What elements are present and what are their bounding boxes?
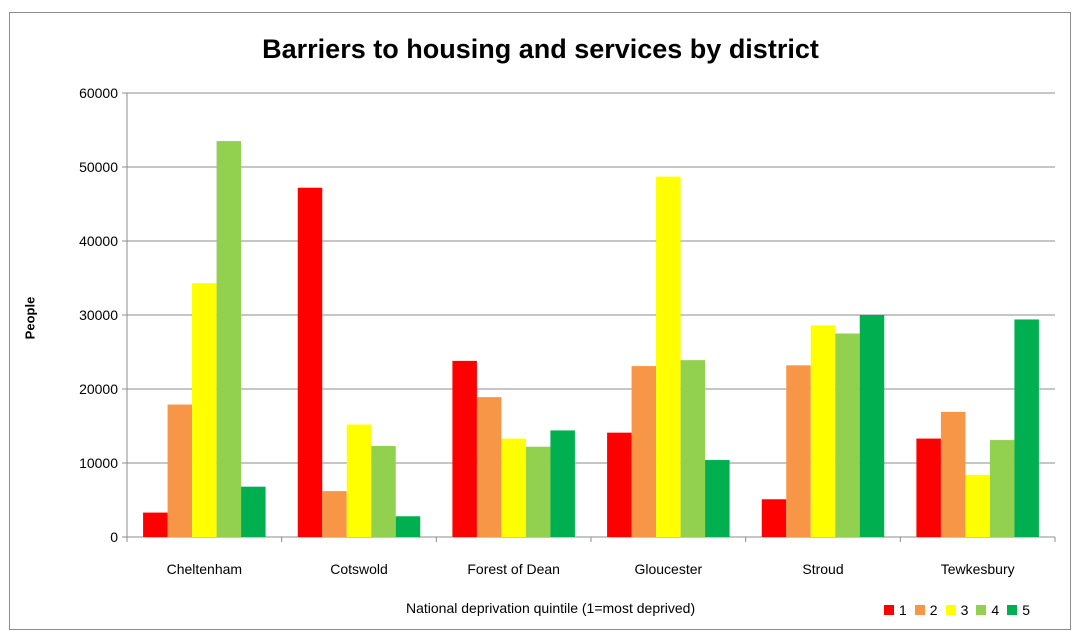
legend-label: 4: [991, 602, 1000, 618]
chart-title: Barriers to housing and services by dist…: [262, 34, 819, 64]
y-tick-label: 0: [110, 529, 118, 545]
bar: [786, 365, 811, 537]
x-tick-label: Stroud: [802, 561, 843, 577]
bar: [680, 360, 706, 537]
y-tick-label: 30000: [79, 307, 118, 323]
bar: [656, 176, 681, 537]
bar: [525, 446, 551, 537]
y-tick-label: 60000: [79, 85, 118, 101]
bar: [476, 397, 502, 537]
bar: [346, 424, 372, 537]
bar: [859, 315, 885, 537]
legend-swatch: [914, 605, 925, 615]
legend-swatch: [1007, 605, 1018, 615]
x-tick-label: Gloucester: [634, 561, 702, 577]
bar: [989, 440, 1015, 537]
legend-item: 1: [884, 602, 907, 618]
bar: [705, 460, 730, 537]
y-tick-label: 20000: [79, 381, 118, 397]
bar: [322, 491, 347, 537]
bar: [810, 325, 836, 537]
bar: [761, 499, 787, 537]
bar: [550, 430, 575, 537]
bar: [192, 283, 217, 537]
bar: [1014, 319, 1039, 537]
legend: 1 2 3 4 5: [884, 602, 1030, 618]
legend-label: 1: [899, 602, 907, 618]
bar: [940, 411, 966, 537]
y-tick-label: 40000: [79, 233, 118, 249]
x-axis-label: National deprivation quintile (1=most de…: [406, 600, 696, 616]
legend-item: 5: [1007, 602, 1030, 618]
bar: [297, 187, 323, 537]
bar: [143, 512, 168, 537]
y-tick-label: 10000: [79, 455, 118, 471]
bar: [395, 516, 421, 537]
bar: [916, 438, 941, 537]
bar: [965, 474, 990, 537]
bar: [241, 486, 266, 537]
bar: [216, 141, 242, 537]
legend-swatch: [884, 605, 894, 615]
x-tick-label: Cheltenham: [167, 561, 243, 577]
bar: [167, 404, 193, 537]
legend-label: 3: [960, 602, 969, 618]
bar: [607, 432, 632, 537]
y-tick-label: 50000: [79, 159, 118, 175]
bar: [835, 333, 860, 537]
bar: [501, 438, 526, 537]
bar: [631, 366, 657, 537]
x-tick-label: Cotswold: [330, 561, 388, 577]
legend-item: 4: [976, 602, 999, 618]
legend-item: 2: [914, 602, 938, 618]
x-tick-label: Forest of Dean: [467, 561, 560, 577]
legend-item: 3: [945, 602, 969, 618]
legend-label: 2: [929, 602, 938, 618]
bar: [371, 445, 396, 537]
legend-swatch: [945, 605, 956, 615]
bar: [452, 360, 477, 537]
x-tick-label: Tewkesbury: [941, 561, 1015, 577]
legend-swatch: [976, 605, 987, 615]
legend-label: 5: [1022, 602, 1030, 618]
